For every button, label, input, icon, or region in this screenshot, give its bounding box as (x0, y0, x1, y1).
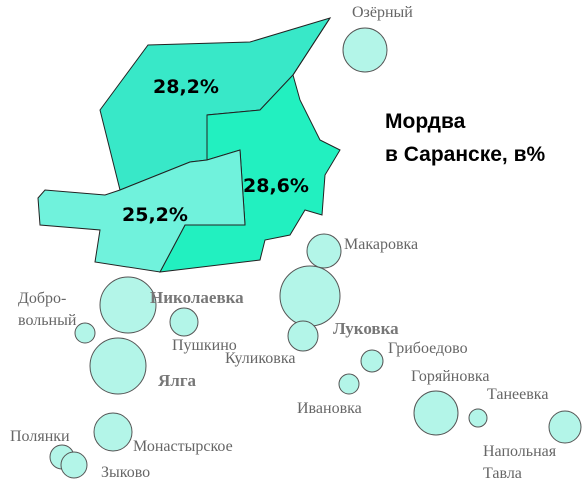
district-area (37, 149, 246, 273)
settlement-label: Макаровка (344, 236, 418, 253)
settlement-label: Тавла (483, 465, 522, 482)
settlement-label: Монастырское (133, 438, 233, 455)
settlement-label: Ялга (158, 371, 197, 390)
settlement-dot (89, 337, 147, 395)
settlement-dot (338, 373, 360, 395)
settlement-dot (74, 322, 96, 344)
settlement-label: Грибоедово (388, 340, 468, 357)
title: в Саранске, в% (385, 143, 545, 166)
settlement-dot (169, 307, 199, 337)
settlement-dot (548, 410, 582, 444)
settlement-label: Пушкино (172, 337, 237, 354)
settlement-label: Напольная (483, 443, 557, 460)
settlement-dots (49, 27, 582, 479)
settlement-label: Танеевка (487, 386, 548, 403)
settlement-dot (287, 320, 319, 352)
settlement-dot (60, 451, 88, 479)
settlement-dot (279, 265, 341, 327)
district-label: 28,6% (243, 175, 309, 197)
settlement-label: Полянки (10, 428, 70, 445)
settlement-label: Добро- (18, 290, 66, 307)
settlement-label: Озёрный (352, 4, 413, 21)
settlement-dot (360, 349, 384, 373)
settlement-label: Куликовка (225, 350, 295, 367)
settlement-dot (306, 233, 342, 269)
settlement-label: Луковка (333, 319, 399, 338)
district-area (159, 17, 341, 273)
settlement-label: Зыково (101, 464, 150, 481)
district-label: 28,2% (153, 76, 219, 98)
settlement-label: Горяйновка (411, 368, 490, 385)
settlement-dot (413, 390, 459, 436)
settlement-dot (468, 408, 488, 428)
settlement-dot (99, 276, 157, 334)
settlement-dot (93, 412, 133, 452)
title: Мордва (385, 110, 466, 133)
settlement-label: вольный (18, 312, 77, 329)
district-label: 25,2% (122, 204, 188, 226)
settlement-label: Ивановка (297, 400, 362, 417)
settlement-dot (342, 27, 388, 73)
settlement-label: Николаевка (150, 288, 244, 307)
